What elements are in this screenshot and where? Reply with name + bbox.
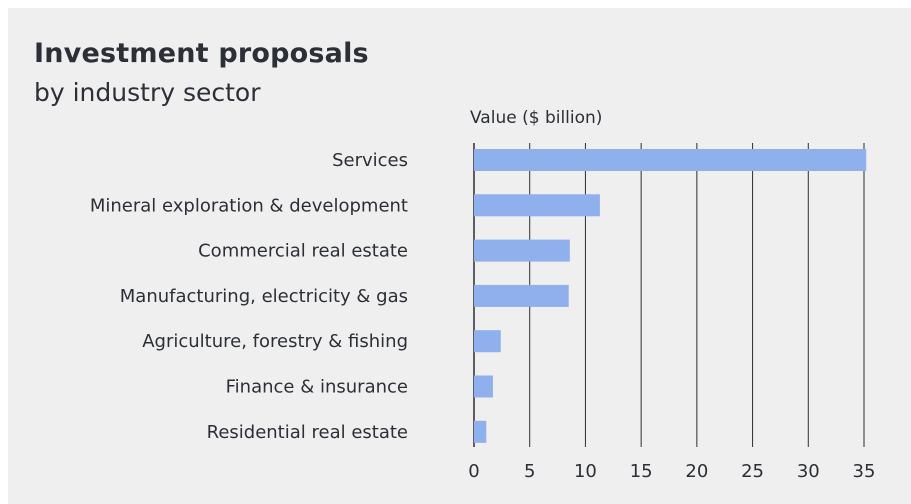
bars: [474, 149, 867, 443]
x-tick-label: 0: [468, 461, 479, 482]
bar: [474, 375, 493, 398]
category-label: Commercial real estate: [198, 241, 408, 262]
category-label: Services: [332, 150, 408, 171]
bar: [474, 149, 867, 171]
chart-subtitle: by industry sector: [34, 78, 261, 107]
x-tick-label: 30: [797, 461, 820, 482]
x-tick-label: 10: [574, 461, 597, 482]
x-tick-label: 15: [630, 461, 653, 482]
x-tick-label: 20: [685, 461, 708, 482]
category-label: Residential real estate: [207, 422, 408, 443]
x-tick-label: 35: [853, 461, 876, 482]
bar: [474, 330, 501, 353]
chart-panel: Investment proposals by industry sector: [8, 8, 911, 504]
x-tick-label: 25: [741, 461, 764, 482]
tick-labels: 0 5 10 15 20 25 30 35: [468, 461, 875, 482]
x-tick-label: 5: [524, 461, 535, 482]
category-label: Mineral exploration & development: [90, 195, 408, 216]
category-labels: Services Mineral exploration & developmen…: [90, 150, 408, 443]
category-label: Manufacturing, electricity & gas: [120, 286, 408, 307]
bar: [474, 284, 569, 307]
category-label: Finance & insurance: [226, 377, 408, 398]
bar: [474, 194, 600, 217]
bar: [474, 239, 570, 262]
bar: [474, 420, 487, 443]
category-label: Agriculture, forestry & fishing: [142, 331, 408, 352]
chart-title: Investment proposals: [34, 38, 369, 69]
x-axis-title: Value ($ billion): [470, 108, 602, 128]
